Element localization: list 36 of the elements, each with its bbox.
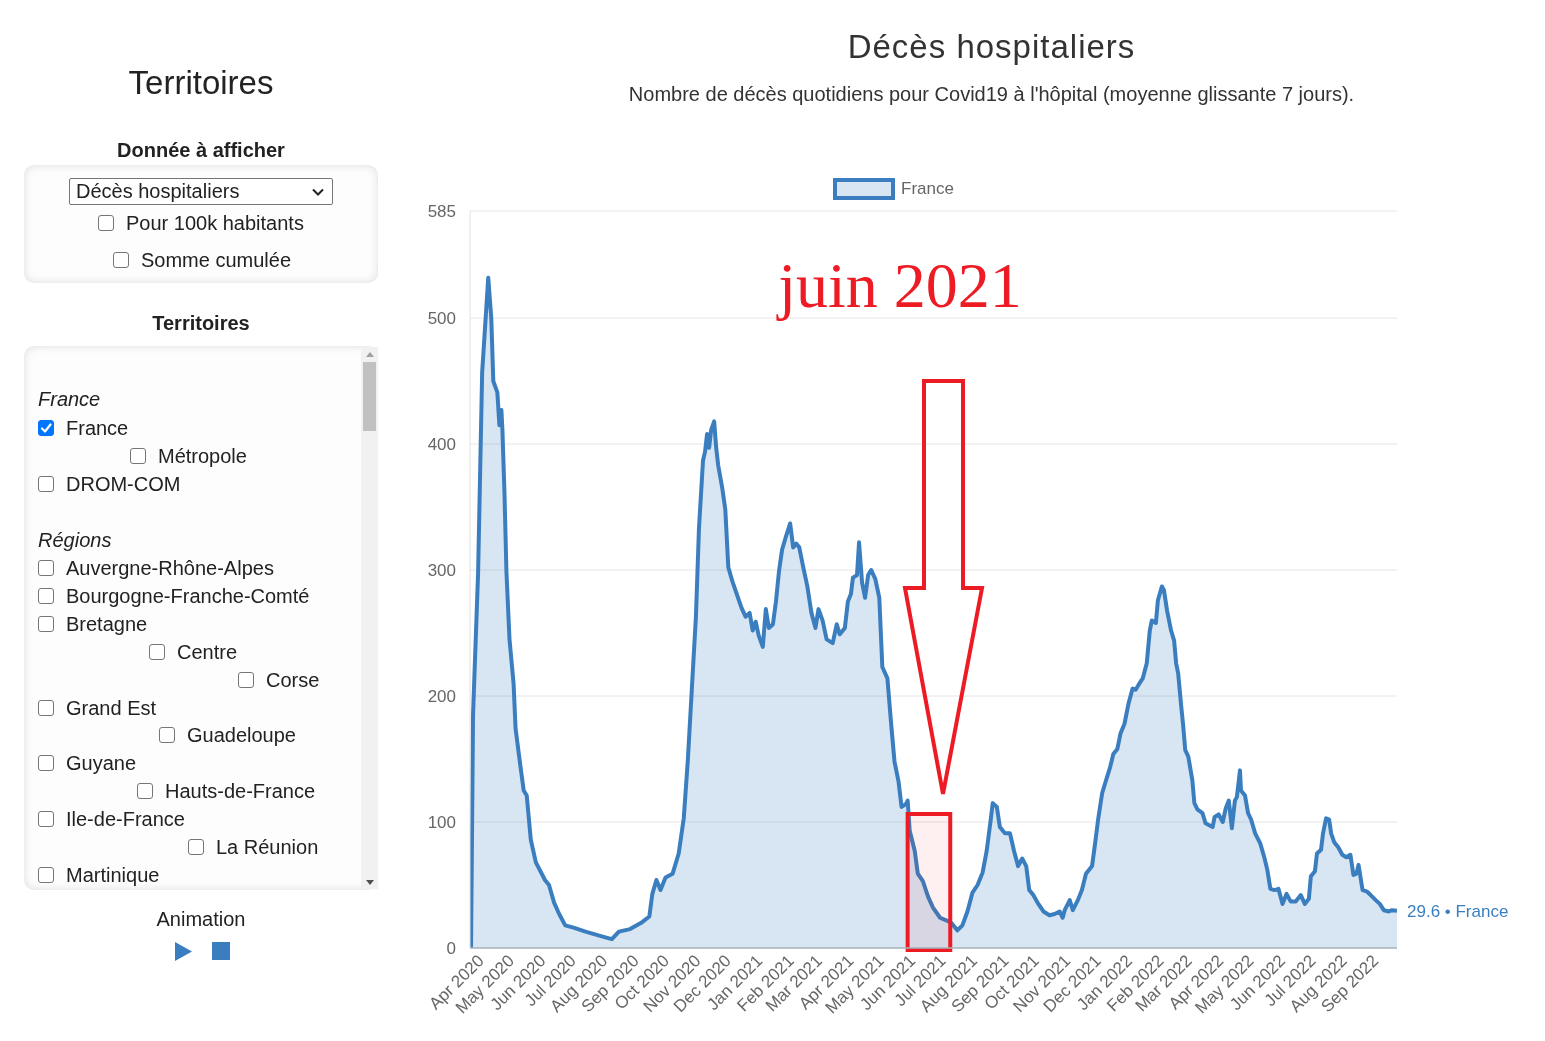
legend-label: France bbox=[901, 178, 954, 198]
text: France bbox=[66, 416, 129, 440]
text: La Réunion bbox=[216, 835, 319, 859]
text: Martinique bbox=[66, 863, 160, 887]
text: Corse bbox=[266, 668, 320, 692]
text: Bourgogne-Franche-Comté bbox=[66, 584, 310, 608]
text: Ile-de-France bbox=[66, 807, 185, 831]
annotation: 29.6 • France bbox=[1407, 901, 1509, 921]
y-tick-label: 0 bbox=[446, 939, 456, 959]
y-tick-label: 100 bbox=[427, 813, 456, 833]
text: Pour 100k habitants bbox=[126, 211, 304, 235]
text: Métropole bbox=[158, 444, 247, 468]
text: Bretagne bbox=[66, 612, 148, 636]
y-tick-label: 585 bbox=[427, 202, 456, 222]
text: Régions bbox=[38, 528, 112, 552]
text: Somme cumulée bbox=[141, 248, 292, 272]
text: Donnée à afficher bbox=[116, 138, 286, 162]
text: Grand Est bbox=[66, 696, 157, 720]
text: France bbox=[38, 387, 101, 411]
text: DROM-COM bbox=[66, 472, 181, 496]
text: Territoires bbox=[151, 311, 251, 335]
chart-subtitle: Nombre de décès quotidiens pour Covid19 à l'hôpital (moyenne glissante 7 jours). bbox=[627, 82, 1356, 106]
text: Guyane bbox=[66, 751, 137, 775]
y-tick-label: 500 bbox=[427, 309, 456, 329]
y-tick-label: 400 bbox=[427, 435, 456, 455]
text: Animation bbox=[155, 907, 247, 931]
text: Guadeloupe bbox=[187, 723, 296, 747]
dropdown: Décès hospitaliers bbox=[69, 178, 333, 205]
text: Hauts-de-France bbox=[165, 779, 316, 803]
text: Territoires bbox=[127, 63, 275, 103]
text: Centre bbox=[177, 640, 238, 664]
chart-title: Décès hospitaliers bbox=[846, 27, 1137, 67]
y-tick-label: 300 bbox=[427, 561, 456, 581]
band-label: juin 2021 bbox=[776, 250, 1022, 321]
text: Auvergne-Rhône-Alpes bbox=[66, 556, 274, 580]
y-tick-label: 200 bbox=[427, 687, 456, 707]
